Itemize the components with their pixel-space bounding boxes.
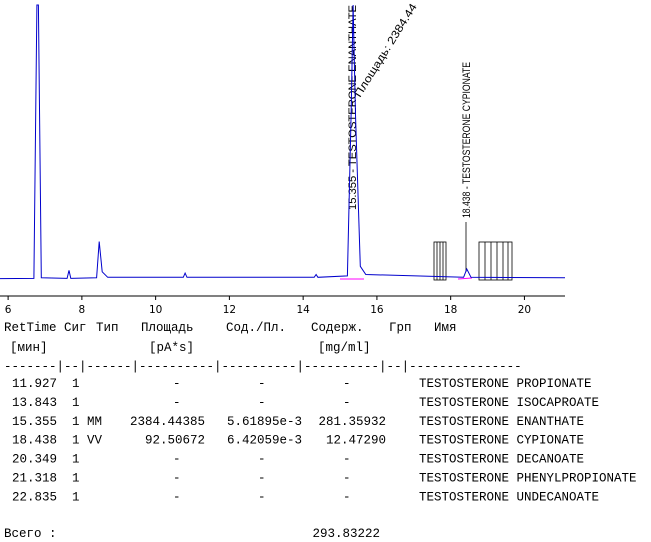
signal: 1 [72, 415, 80, 429]
unit-label: [pA*s] [149, 341, 194, 355]
compound-name: TESTOSTERONE ISOCAPROATE [419, 396, 599, 410]
signal: 1 [72, 453, 80, 467]
cell: - [258, 377, 266, 391]
cell: - [343, 472, 351, 486]
x-tick-label: 12 [223, 304, 236, 316]
ret-time: 18.438 [12, 434, 57, 448]
peak-type: VV [87, 434, 103, 448]
integration-baseline [457, 277, 473, 280]
cell: - [258, 453, 266, 467]
ret-time: 21.318 [12, 472, 57, 486]
signal: 1 [72, 377, 80, 391]
signal: 1 [72, 396, 80, 410]
x-tick-label: 6 [5, 304, 12, 316]
peak-markers [433, 222, 513, 281]
cell: 281.35932 [318, 415, 386, 429]
ret-time: 20.349 [12, 453, 57, 467]
cell: - [173, 490, 181, 504]
cell: - [258, 472, 266, 486]
separator: -------|--|------|----------|----------|… [4, 360, 522, 374]
cell: - [258, 490, 266, 504]
x-tick-label: 8 [79, 304, 86, 316]
cell: - [173, 472, 181, 486]
compound-name: TESTOSTERONE PHENYLPROPIONATE [419, 472, 637, 486]
cell: - [173, 396, 181, 410]
column-header: Грп [389, 321, 412, 335]
unit-label: [mg/ml] [318, 341, 371, 355]
cell: 12.47290 [326, 434, 386, 448]
compound-name: TESTOSTERONE ENANTHATE [419, 415, 584, 429]
column-header: Площадь [141, 321, 194, 335]
cell: - [343, 453, 351, 467]
cell: - [173, 453, 181, 467]
cell: - [343, 490, 351, 504]
area-label: Площадь: 2384.44 [352, 2, 419, 100]
compound-name: TESTOSTERONE UNDECANOATE [419, 490, 599, 504]
column-header: Тип [96, 321, 119, 335]
compound-name: TESTOSTERONE DECANOATE [419, 453, 584, 467]
trace [0, 4, 566, 280]
column-header: RetTime [4, 321, 57, 335]
cell: 5.61895e-3 [227, 415, 302, 429]
total-value: 293.83222 [312, 527, 380, 541]
column-header: Имя [434, 321, 457, 335]
peak-type: MM [87, 415, 102, 429]
cell: 6.42059e-3 [227, 434, 302, 448]
ret-time: 13.843 [12, 396, 57, 410]
ret-time: 22.835 [12, 490, 57, 504]
x-tick-label: 10 [149, 304, 162, 316]
unit-label: [мин] [10, 341, 48, 355]
column-header: Содерж. [311, 321, 364, 335]
cell: - [173, 377, 181, 391]
x-tick-label: 14 [296, 304, 310, 316]
x-tick-label: 16 [370, 304, 384, 316]
compound-name: TESTOSTERONE CYPIONATE [419, 434, 584, 448]
cell: 2384.44385 [130, 415, 205, 429]
signal: 1 [72, 434, 80, 448]
peak-label: 18.438 - TESTOSTERONE CYPIONATE [461, 62, 473, 218]
ret-time: 15.355 [12, 415, 57, 429]
ret-time: 11.927 [12, 377, 57, 391]
cell: - [343, 377, 351, 391]
column-header: Сиг [64, 321, 87, 335]
cell: 92.50672 [145, 434, 205, 448]
signal: 1 [72, 472, 80, 486]
x-tick-label: 20 [518, 304, 531, 316]
signal: 1 [72, 490, 80, 504]
x-tick-label: 18 [444, 304, 457, 316]
cell: - [258, 396, 266, 410]
column-header: Сод./Пл. [226, 321, 286, 335]
cell: - [343, 396, 351, 410]
compound-name: TESTOSTERONE PROPIONATE [419, 377, 592, 391]
total-label: Всего : [4, 527, 57, 541]
